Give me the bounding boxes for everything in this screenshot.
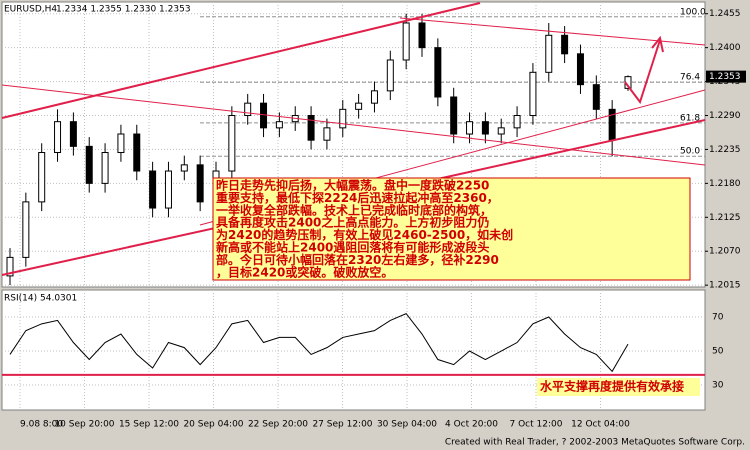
trend-line: [399, 17, 706, 46]
y-tick-label: 1.2455: [709, 9, 741, 19]
annotation-line: 一举收复全部跌幅。技术上已完成临时底部的构筑，: [216, 202, 492, 217]
candle-body: [545, 34, 553, 73]
candle-body: [576, 53, 584, 86]
symbol: EURUSD,H4: [4, 5, 57, 15]
rsi-line: [9, 313, 629, 373]
x-tick-label: 30 Sep 04:00: [377, 420, 437, 430]
annotation-line: ，目标2420或突破。破败放空。: [216, 264, 393, 279]
x-tick-label: 20 Sep 04:00: [183, 420, 243, 430]
candle-body: [101, 152, 109, 184]
candle-body: [275, 121, 283, 129]
y-tick-label: 1.2180: [709, 179, 741, 189]
candle-body: [402, 22, 410, 61]
candle-body: [323, 127, 331, 141]
candle-body: [180, 164, 188, 172]
y-tick-label: 1.2235: [709, 145, 741, 155]
candle-body: [228, 115, 236, 172]
x-tick-label: 22 Sep 20:00: [248, 420, 308, 430]
candle-body: [196, 164, 204, 203]
candle-body: [592, 84, 600, 110]
candle-body: [529, 71, 537, 117]
annotation-line: 重要支持，最低下探2224后迅速拉起冲高至2360，: [216, 190, 499, 205]
candle-body: [133, 133, 141, 172]
annotation-line: 具备再度攻击2400之上高点能力。上方初步阻力仍: [216, 215, 489, 230]
candle-body: [117, 133, 125, 154]
candle-body: [22, 201, 30, 258]
rsi-annotation-box: [537, 378, 700, 396]
y-tick-label: 1.2125: [709, 213, 741, 223]
annotation-line: 昨日走势先抑后扬，大幅震荡。盘中一度跌破2250: [216, 178, 489, 193]
rsi-value: 54.0301: [40, 294, 77, 304]
candle-body: [355, 102, 363, 110]
candle-body: [339, 108, 347, 129]
candle-body: [561, 34, 569, 55]
y-tick-label: 1.2400: [709, 43, 741, 53]
candle-body: [450, 96, 458, 135]
x-tick-label: 12 Oct 04:00: [571, 420, 630, 430]
y-tick-label: 1.2015: [709, 281, 741, 291]
candle-body: [513, 115, 521, 129]
candle-body: [85, 145, 93, 184]
candle-body: [418, 22, 426, 49]
rsi-annotation: 水平支撑再度提供有效承接: [540, 379, 684, 394]
candle-body: [38, 152, 46, 203]
candle-body: [481, 121, 489, 135]
annotation-line: 部。今日可待小幅回落在2320左右建多，径补2290: [216, 252, 499, 267]
ohlc-header: 1.2334 1.2355 1.2330 1.2353: [56, 5, 191, 15]
candle-body: [434, 47, 442, 98]
fib-label: 50.0: [680, 147, 700, 157]
x-tick-label: 4 Oct 20:00: [445, 420, 498, 430]
candle-body: [149, 170, 157, 209]
trend-line: [1, 84, 706, 166]
forecast-arrow: [624, 39, 661, 105]
candle-body: [6, 256, 14, 277]
y-tick-label: 1.2070: [709, 247, 741, 257]
rsi-tick-label: 30: [712, 381, 724, 391]
annotation-line: 新高或不能站上2400遇阻回落将有可能形成波段头: [216, 240, 489, 255]
trend-line: [1, 2, 481, 119]
rsi-tick-label: 50: [712, 347, 724, 357]
candle-body: [497, 127, 505, 135]
candle-body: [370, 90, 378, 104]
candle-body: [307, 115, 315, 141]
candle-body: [466, 121, 474, 135]
rsi-tick-label: 70: [712, 313, 724, 323]
annotation-line: 为2420的趋势压制，有效上破见2460-2500，如未创: [216, 227, 513, 242]
y-tick-label: 1.2290: [709, 111, 741, 121]
x-tick-label: 27 Sep 12:00: [312, 420, 372, 430]
rsi-title: RSI(14): [4, 294, 37, 304]
price-tag: [706, 70, 746, 83]
candle-body: [260, 102, 268, 129]
fib-label: 100.0: [680, 7, 706, 17]
x-tick-label: 7 Oct 12:00: [510, 420, 563, 430]
fib-label: 61.8: [680, 113, 700, 123]
footer: Created with Real Trader, ? 2002-2003 Me…: [445, 438, 745, 448]
current-price: 1.2353: [709, 72, 741, 82]
candle-body: [244, 102, 252, 117]
x-tick-label: 15 Sep 12:00: [119, 420, 179, 430]
candle-body: [54, 121, 62, 154]
x-tick-label: 10 Sep 20:00: [54, 420, 114, 430]
annotation-box: [212, 177, 691, 281]
candle-body: [164, 170, 172, 209]
candle-body: [69, 121, 77, 147]
fib-label: 76.4: [680, 73, 700, 83]
candle-body: [386, 59, 394, 92]
x-tick-label: 9.08 8:00: [20, 420, 63, 430]
arrow-head: [651, 35, 664, 53]
